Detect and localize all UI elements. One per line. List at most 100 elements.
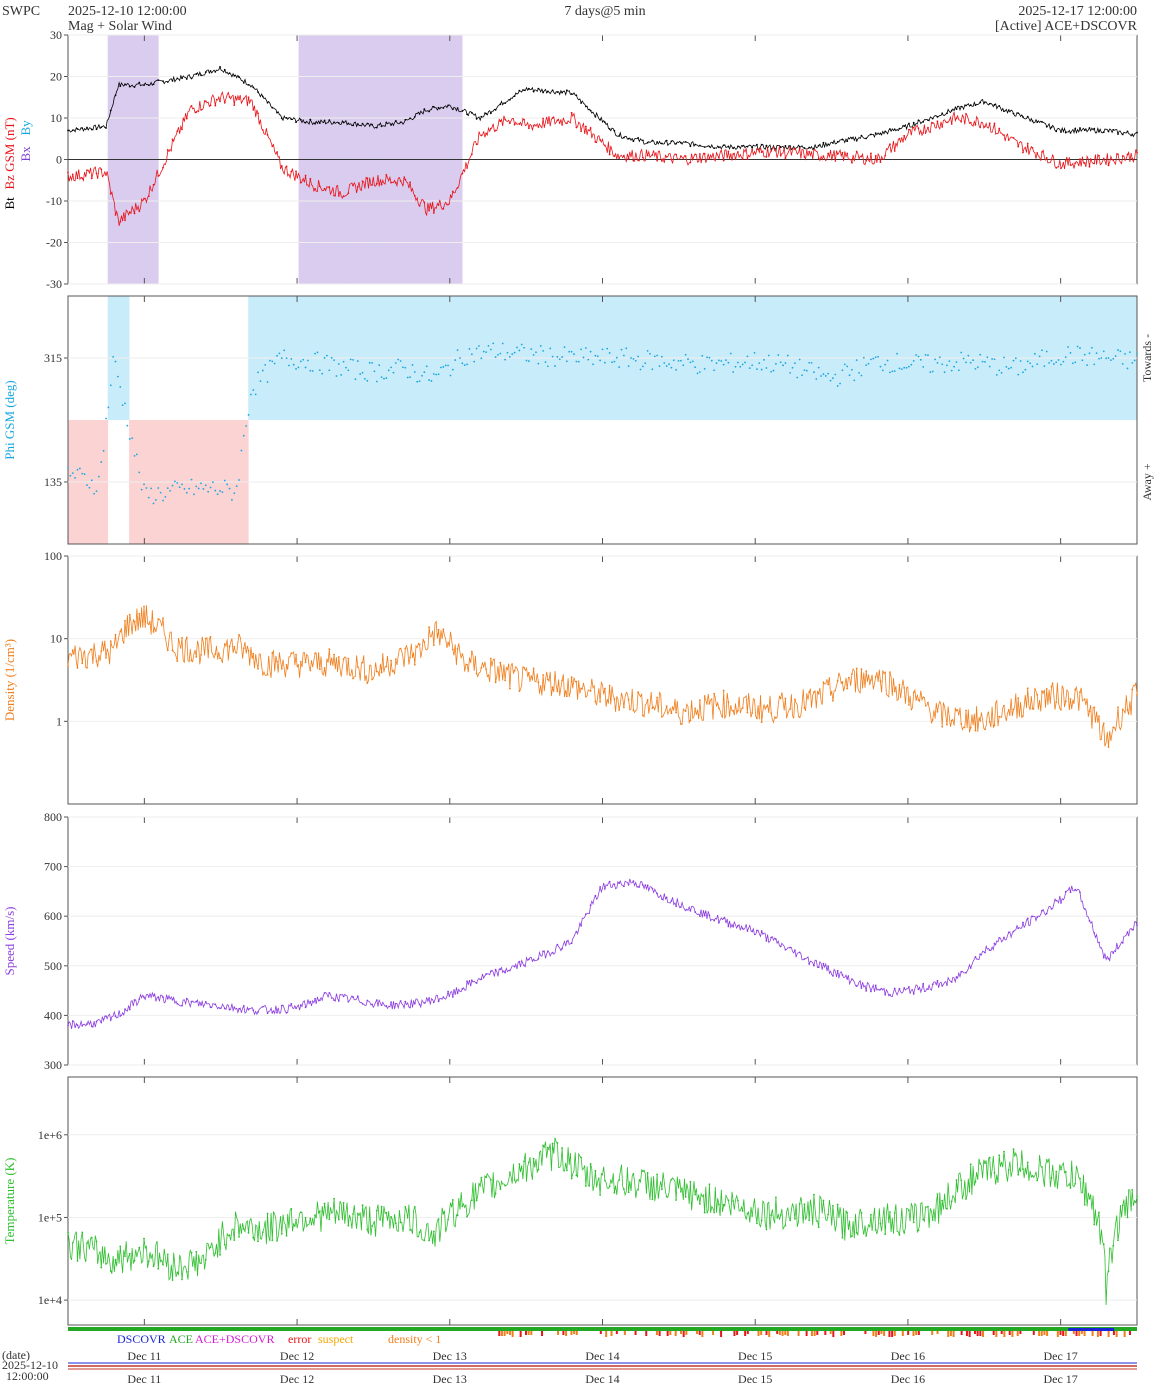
flag-quality-mark [805,1331,808,1336]
bz-point [965,113,967,115]
phi-point [147,496,150,499]
phi-point [618,366,621,368]
bt-point [713,147,716,150]
bt-point [912,121,915,124]
bz-point [827,152,830,155]
phi-point [326,354,328,357]
density-point [124,619,126,622]
phi-point [102,449,105,452]
bz-point [670,158,673,161]
phi-point [620,348,623,351]
speed-point [380,1004,383,1007]
speed-point [584,913,587,915]
phi-point [974,368,977,370]
density-point [1031,707,1034,710]
bz-point [195,111,198,113]
speed-point [765,940,768,942]
flag-quality-mark [666,1331,669,1336]
phi-ylabel: Phi GSM (deg) [2,380,17,459]
phi-point [886,359,889,362]
speed-point [276,1011,278,1014]
phi-point [361,371,364,374]
density-point [898,683,901,686]
flag-quality-mark [669,1331,672,1335]
bz-point [988,122,991,125]
bt-point [946,112,948,115]
phi-towards-label: Towards - [1140,334,1154,382]
density-point [1055,701,1058,704]
density-point [508,687,511,690]
density-point [470,650,473,653]
flag-quality-mark [1059,1331,1062,1335]
speed-point [176,1002,179,1005]
brand-label: SWPC [2,4,40,19]
speed-point [200,1003,202,1006]
temperature-point [323,1202,326,1205]
temperature-point [955,1179,958,1181]
mag-ytick-label: 10 [50,111,62,125]
temperature-point [176,1271,179,1274]
phi-point [518,349,521,352]
speed-point [1022,921,1024,924]
bt-point [309,118,312,121]
speed-point [675,905,678,908]
bt-point [233,74,236,77]
phi-point [670,366,673,369]
flag-quality-mark [1083,1331,1086,1336]
phi-point [1060,363,1062,366]
density-point [984,728,986,731]
phi-point [794,362,796,364]
bz-point [1107,164,1110,167]
phi-point [463,364,466,367]
density-point [974,729,977,732]
density-point [903,686,906,689]
phi-point [1050,359,1053,362]
bt-point [898,127,901,130]
phi-point [751,364,754,367]
speed-point [432,1001,435,1004]
bz-point [798,147,801,150]
flag-quality-mark [562,1331,565,1335]
bz-point [770,150,773,152]
speed-point [1117,947,1119,950]
temperature-point [575,1174,578,1177]
temperature-point [523,1160,526,1163]
speed-point [133,999,136,1001]
speed-point [190,1000,193,1003]
temperature-point [200,1262,202,1265]
bz-point [580,130,583,133]
density-point [656,696,659,699]
temperature-point [466,1215,468,1218]
start-time: 2025-12-10 12:00:00 [68,4,187,19]
bt-point [1055,130,1058,133]
phi-point [340,374,343,376]
speed-point [1074,888,1077,891]
speed-point [946,984,948,986]
bt-point [200,74,202,77]
density-point [846,687,849,690]
phi-point [473,360,476,363]
speed-point [128,1008,131,1011]
temperature-point [394,1222,397,1225]
bt-point [960,105,963,108]
speed-point [931,983,934,986]
temperature-point [366,1228,369,1231]
bt-point [485,112,487,115]
mag-ytick-label: -30 [46,277,62,291]
bt-point [646,141,649,144]
phi-point [979,353,982,356]
bt-point [508,98,511,101]
speed-point [760,930,763,932]
phi-point [881,369,884,372]
x-tick-label-top: Dec 14 [585,1349,619,1363]
phi-point [247,414,250,416]
density-point [546,678,549,681]
density-point [337,656,340,658]
density-point [794,698,796,701]
phi-point [542,349,545,352]
phi-point [402,366,404,369]
bt-point [333,121,335,124]
phi-point [292,363,295,366]
bz-point [622,154,625,157]
speed-point [523,964,526,967]
